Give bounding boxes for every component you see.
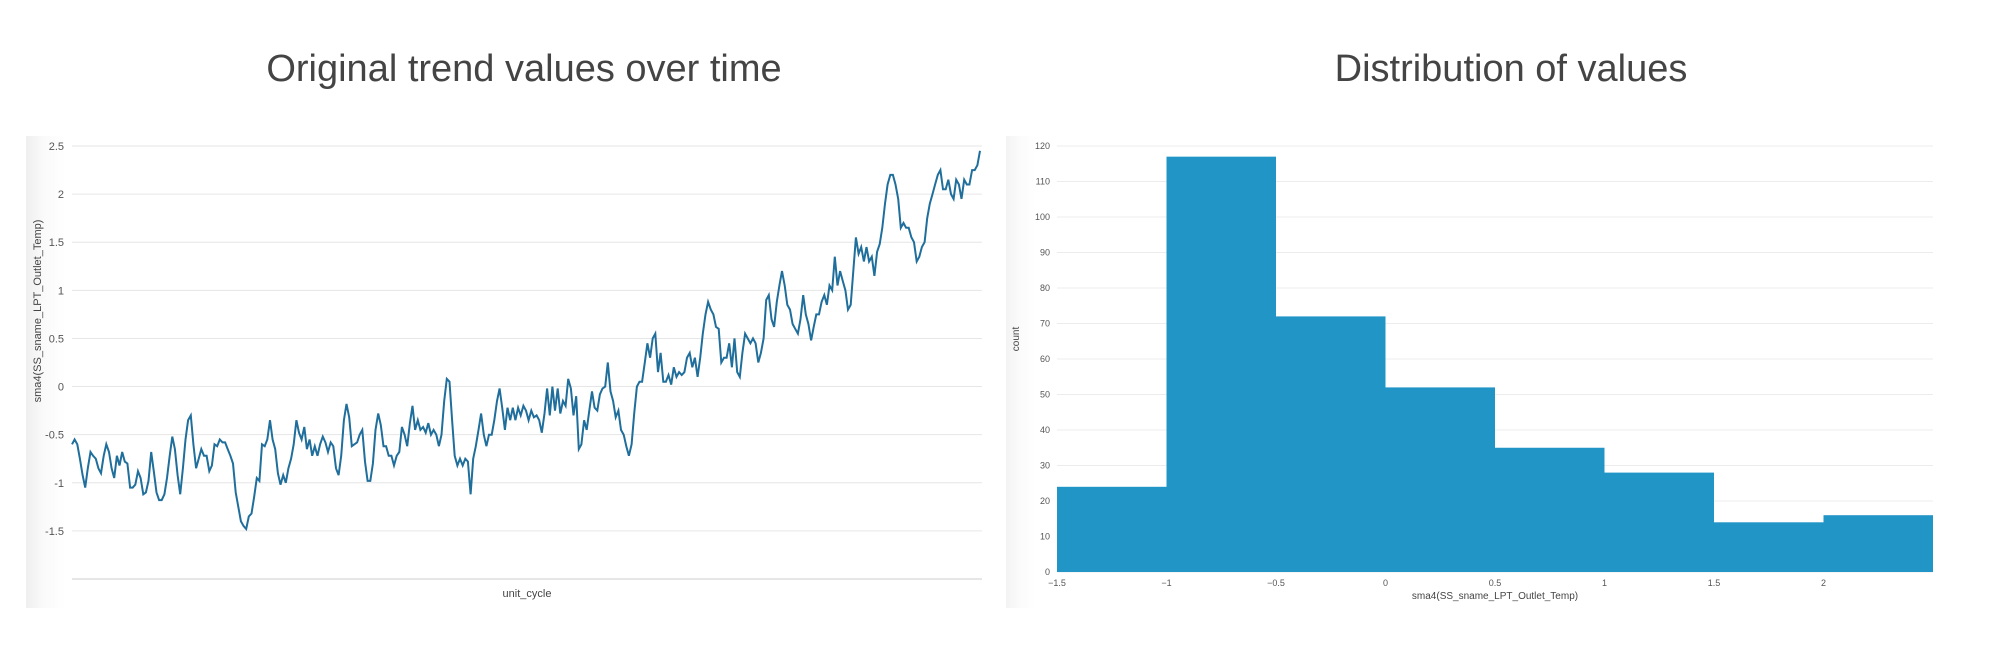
x-tick-label: 0.5: [1489, 578, 1502, 588]
histogram-title: Distribution of values: [1334, 48, 1688, 90]
y-tick-label: 2.5: [49, 141, 64, 153]
x-axis-label: sma4(SS_sname_LPT_Outlet_Temp): [1412, 591, 1578, 602]
line-chart-panel: 2.5 2 1.5 1 0.5 0 -0.5 -1 -1.5 unit_cycle sma4(S…: [26, 136, 982, 608]
y-tick-label: 1: [58, 285, 64, 297]
histogram-bar[interactable]: [1057, 486, 1167, 572]
histogram-bar[interactable]: [1276, 316, 1386, 572]
y-axis-label: count: [1011, 327, 1022, 352]
histogram-bar[interactable]: [1823, 515, 1934, 572]
x-tick-label: 2: [1821, 578, 1826, 588]
y-tick-label: 40: [1040, 425, 1050, 435]
x-tick-label: 1.5: [1708, 578, 1721, 588]
y-tick-label: 80: [1040, 283, 1050, 293]
x-tick-label: 0: [1383, 578, 1388, 588]
x-tick-label: 1: [1602, 578, 1607, 588]
y-tick-label: 100: [1035, 212, 1050, 222]
y-tick-label: 70: [1040, 319, 1050, 329]
histogram-bar[interactable]: [1495, 447, 1605, 572]
y-tick-label: 30: [1040, 461, 1050, 471]
x-tick-label: −0.5: [1267, 578, 1285, 588]
y-tick-label: 0: [58, 382, 64, 394]
y-tick-label: 50: [1040, 390, 1050, 400]
histogram-bar[interactable]: [1714, 522, 1824, 572]
y-tick-label: 2: [58, 189, 64, 201]
y-tick-label: 0.5: [49, 333, 64, 345]
y-tick-label: 120: [1035, 141, 1050, 151]
histogram-bar[interactable]: [1166, 156, 1277, 572]
y-axis-label: sma4(SS_sname_LPT_Outlet_Temp): [32, 220, 44, 403]
y-tick-label: -0.5: [45, 430, 64, 442]
series-line: [71, 150, 981, 532]
histogram-bar[interactable]: [1604, 472, 1715, 572]
y-tick-label: 60: [1040, 354, 1050, 364]
x-tick-label: −1: [1161, 578, 1171, 588]
y-tick-label: -1: [54, 478, 64, 490]
line-chart-title: Original trend values over time: [266, 48, 782, 90]
y-tick-label: 90: [1040, 248, 1050, 258]
y-tick-label: 1.5: [49, 237, 64, 249]
histogram-panel: 0 10 20 30 40 50 60 70 80 90 100 110 120 −1.5 −1 −0.5 0…: [1006, 136, 1933, 608]
y-tick-label: 110: [1036, 177, 1050, 187]
y-tick-label: 10: [1040, 532, 1050, 542]
x-axis-label: unit_cycle: [503, 588, 552, 600]
y-tick-label: 20: [1040, 496, 1050, 506]
histogram-bar[interactable]: [1385, 387, 1496, 572]
y-tick-label: -1.5: [45, 526, 64, 538]
line-chart[interactable]: 2.5 2 1.5 1 0.5 0 -0.5 -1 -1.5 unit_cycle sma4(S…: [26, 136, 982, 608]
x-tick-label: −1.5: [1048, 578, 1066, 588]
y-tick-label: 0: [1045, 567, 1050, 577]
